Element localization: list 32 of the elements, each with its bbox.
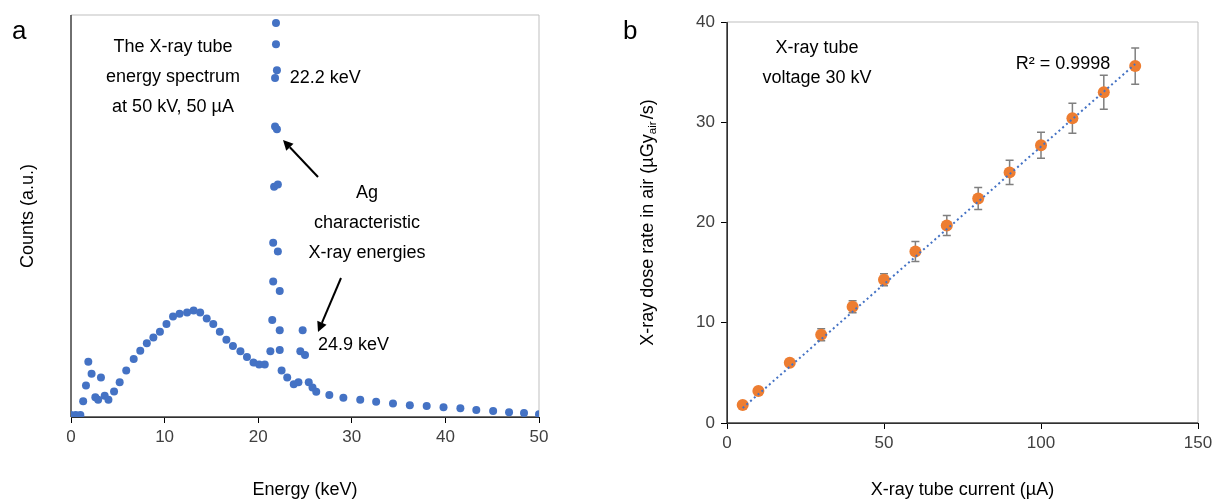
point xyxy=(1035,139,1047,152)
annotation: Ag characteristic X-ray energies xyxy=(308,181,426,262)
x-tick-label: 30 xyxy=(342,426,362,446)
annotation: X-ray tube voltage 30 kV xyxy=(762,36,872,87)
text: a xyxy=(12,15,27,46)
x-tick-label: 10 xyxy=(155,426,175,446)
y-axis-title: X-ray dose rate in air (µGyair/s) xyxy=(636,99,658,346)
y-tick-label: 10 xyxy=(696,312,715,332)
y-tick-label: 40 xyxy=(696,11,715,31)
point xyxy=(752,384,765,397)
y-tick-label: 20 xyxy=(696,212,715,232)
x-tick-label: 50 xyxy=(529,426,549,446)
text: b xyxy=(623,15,638,46)
x-tick-label: 100 xyxy=(1026,432,1056,452)
x-tick-label: 0 xyxy=(66,426,76,446)
x-tick-label: 20 xyxy=(248,426,268,446)
y-tick-label: 0 xyxy=(705,412,715,432)
y-axis-title: Counts (a.u.) xyxy=(16,163,37,269)
y-tick-label: 30 xyxy=(696,111,715,131)
x-tick-label: 40 xyxy=(435,426,455,446)
point xyxy=(1129,60,1142,73)
x-axis-title: Energy (keV) xyxy=(252,478,358,499)
annotation: The X-ray tube energy spectrum at 50 kV, 50 µA xyxy=(105,35,241,116)
annotation: R² = 0.9998 xyxy=(1015,52,1111,73)
annotation: 22.2 keV xyxy=(289,67,361,88)
x-axis-title: X-ray tube current (µA) xyxy=(870,478,1055,499)
x-tick-label: 150 xyxy=(1183,432,1213,452)
point xyxy=(736,398,749,411)
x-tick-label: 50 xyxy=(874,432,894,452)
annotation: 24.9 keV xyxy=(318,334,390,355)
x-tick-label: 0 xyxy=(722,432,732,452)
point xyxy=(1097,86,1110,99)
